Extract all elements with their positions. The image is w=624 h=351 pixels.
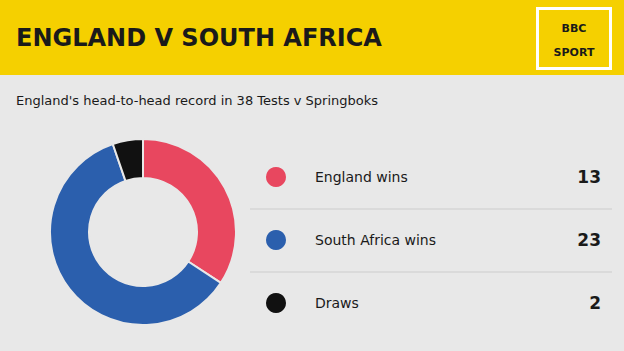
svg-text:Draws: Draws bbox=[315, 295, 359, 311]
svg-text:13: 13 bbox=[577, 167, 601, 187]
svg-text:England's head-to-head record: England's head-to-head record in 38 Test… bbox=[16, 93, 378, 108]
svg-text:ENGLAND V SOUTH AFRICA: ENGLAND V SOUTH AFRICA bbox=[16, 24, 382, 52]
svg-text:BBC: BBC bbox=[562, 22, 587, 35]
svg-text:2: 2 bbox=[589, 293, 601, 313]
svg-text:South Africa wins: South Africa wins bbox=[315, 232, 436, 248]
svg-text:England wins: England wins bbox=[315, 169, 408, 185]
svg-text:23: 23 bbox=[577, 230, 601, 250]
svg-text:SPORT: SPORT bbox=[554, 46, 595, 59]
